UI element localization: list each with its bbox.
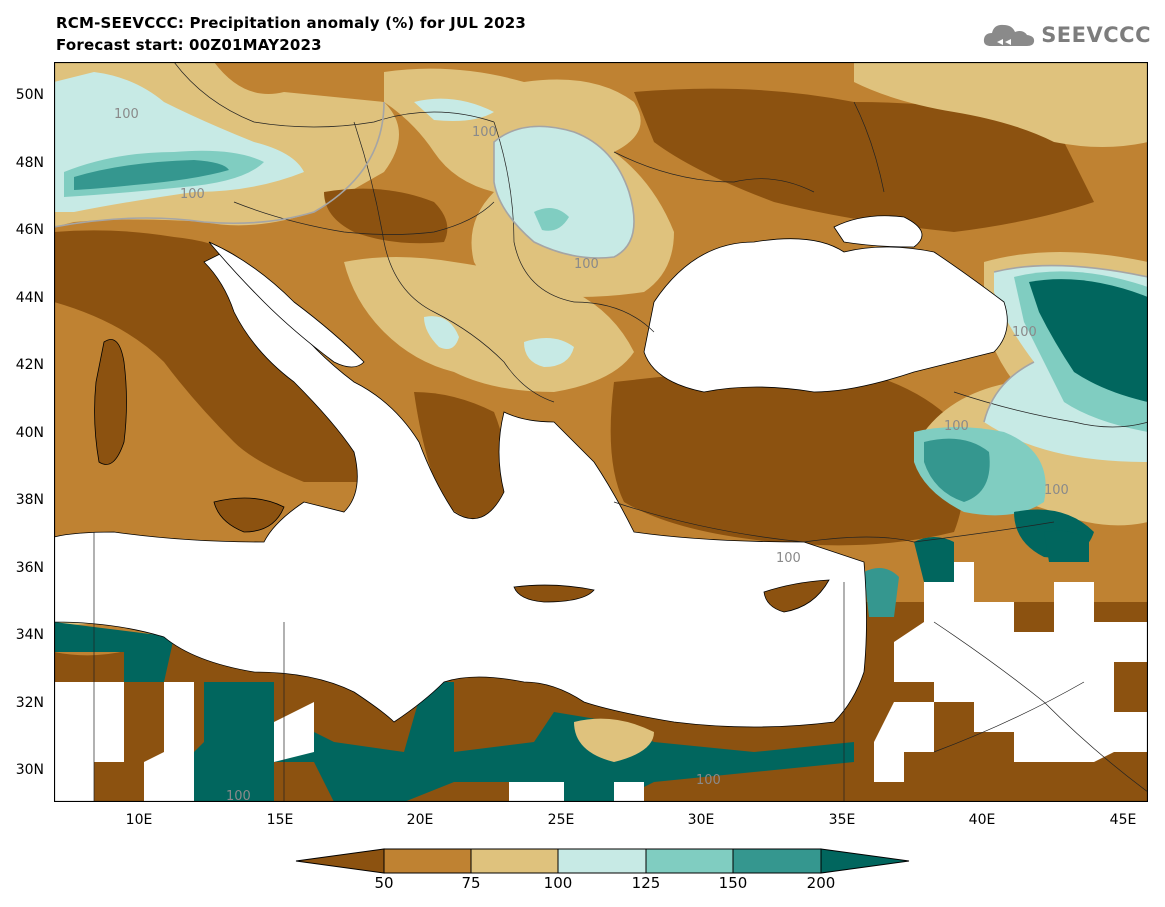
anomaly-zone-africa-wet <box>54 622 174 682</box>
lat-label: 30N <box>15 762 44 778</box>
cloud-icon <box>984 24 1035 46</box>
colorbar-label: 150 <box>718 874 748 892</box>
no-data-area-syria <box>874 702 934 782</box>
colorbar-label: 50 <box>374 874 394 892</box>
lon-label: 25E <box>547 812 575 828</box>
lat-label: 50N <box>15 87 44 103</box>
anomaly-zone-iraq-wet <box>1044 530 1089 562</box>
anomaly-zone-dry-turkey <box>610 362 964 546</box>
contour-label: 100 <box>1044 483 1069 498</box>
contour-label: 100 <box>472 125 497 140</box>
anomaly-zone-balkan-wet <box>424 316 459 350</box>
colorbar-segment-75-100 <box>470 848 559 874</box>
lon-label: 10E <box>125 812 153 828</box>
lon-label: 20E <box>406 812 434 828</box>
contour-label: 100 <box>944 419 969 434</box>
anomaly-zone-balkan-wet2 <box>524 338 574 367</box>
seevccc-logo: SEEVCCC <box>981 20 1151 50</box>
anomaly-zone-dry-ukraine <box>634 88 1094 233</box>
anomaly-zone-dry-italy <box>54 230 377 482</box>
lat-label: 32N <box>15 695 44 711</box>
lat-label: 42N <box>15 357 44 373</box>
map-panel: 100 100 100 100 100 100 100 100 100 100 <box>54 62 1148 802</box>
lat-label: 34N <box>15 627 44 643</box>
sea-mediterranean <box>54 251 867 728</box>
anomaly-zone-caucasus-wet3 <box>1029 279 1148 402</box>
island-cyprus <box>763 579 830 613</box>
lat-label: 46N <box>15 222 44 238</box>
colorbar-segment-below-50 <box>295 848 385 874</box>
anomaly-zone-dry-greece <box>414 392 508 520</box>
sea-adriatic <box>208 241 365 368</box>
contour-label: 100 <box>776 551 801 566</box>
contour-label: 100 <box>1012 325 1037 340</box>
lat-label: 38N <box>15 492 44 508</box>
island-corsica-sardinia <box>94 339 127 465</box>
lon-label: 30E <box>687 812 715 828</box>
colorbar-segment-above-200 <box>820 848 910 874</box>
colorbar-label: 125 <box>631 874 661 892</box>
anomaly-zone-levant-wet <box>864 568 899 617</box>
anomaly-zone-polish-wet <box>414 98 494 121</box>
colorbar-segment-100-125 <box>557 848 647 874</box>
contour-100 <box>54 101 1148 423</box>
anomaly-zone-armenia-wet2 <box>924 438 990 502</box>
anomaly-zone-dry-ukraine-light <box>854 62 1148 147</box>
lat-label: 40N <box>15 425 44 441</box>
anomaly-zone-alps-wet3 <box>74 160 229 190</box>
logo-text: SEEVCCC <box>1041 23 1151 47</box>
anomaly-zone-libya-wet <box>194 682 854 802</box>
island-crete <box>513 584 595 603</box>
lon-label: 35E <box>828 812 856 828</box>
anomaly-zone-dry-hungary <box>324 188 448 244</box>
colorbar-segment-150-200 <box>732 848 822 874</box>
no-data-area-libya5 <box>614 782 644 802</box>
anomaly-zone-carpathian-wet <box>494 126 634 258</box>
no-data-area-libya4 <box>509 782 564 802</box>
no-data-area-iraq <box>894 562 1148 762</box>
contour-label: 100 <box>574 257 599 272</box>
sea-black <box>643 238 1008 393</box>
lat-label: 48N <box>15 155 44 171</box>
anomaly-zone-carpathian-wet2 <box>534 208 569 231</box>
no-data-area-libya2 <box>144 682 194 802</box>
sea-azov <box>833 215 923 248</box>
lon-label: 45E <box>1109 812 1137 828</box>
contour-label-group: 100 100 100 100 100 100 100 100 100 100 <box>114 107 1069 802</box>
anomaly-zone-egypt-light <box>574 718 654 762</box>
anomaly-zone-syria-wet <box>914 537 954 582</box>
contour-label: 100 <box>114 107 139 122</box>
contour-label: 100 <box>180 187 205 202</box>
map-frame <box>54 62 1148 802</box>
colorbar-label: 100 <box>543 874 573 892</box>
country-borders <box>93 62 1148 802</box>
contour-label: 100 <box>226 789 251 802</box>
lat-label: 36N <box>15 560 44 576</box>
colorbar-segment-125-150 <box>645 848 734 874</box>
lat-label: 44N <box>15 290 44 306</box>
map-title: RCM-SEEVCCC: Precipitation anomaly (%) f… <box>56 14 527 32</box>
colorbar-label: 200 <box>806 874 836 892</box>
colorbar-segment-50-75 <box>383 848 472 874</box>
lon-label: 15E <box>266 812 294 828</box>
colorbar <box>295 848 910 874</box>
contour-label: 100 <box>696 773 721 788</box>
anomaly-map: 100 100 100 100 100 100 100 100 100 100 <box>54 62 1148 802</box>
lon-label: 40E <box>968 812 996 828</box>
forecast-start-label: Forecast start: 00Z01MAY2023 <box>56 36 322 54</box>
island-sicily <box>213 497 285 533</box>
colorbar-label: 75 <box>461 874 481 892</box>
no-data-area-libya1 <box>54 682 124 802</box>
